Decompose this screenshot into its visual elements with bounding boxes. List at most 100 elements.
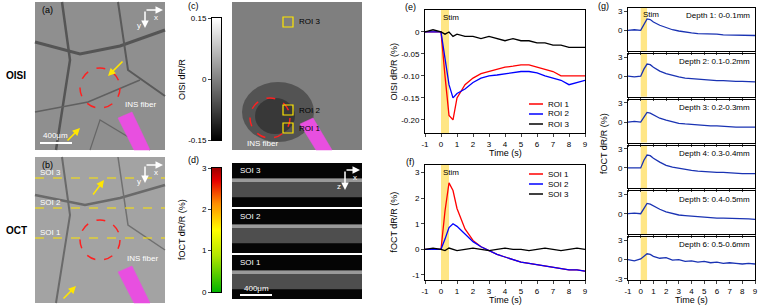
svg-text:Depth 4: 0.3-0.4mm: Depth 4: 0.3-0.4mm <box>679 149 750 158</box>
svg-text:3: 3 <box>202 164 207 173</box>
svg-text:5: 5 <box>519 287 524 296</box>
svg-text:x: x <box>154 13 158 22</box>
svg-text:SOI 1: SOI 1 <box>40 228 61 237</box>
svg-text:Time (s): Time (s) <box>489 148 522 158</box>
svg-text:0: 0 <box>618 255 623 264</box>
svg-text:0: 0 <box>439 140 444 149</box>
svg-text:1: 1 <box>651 287 656 296</box>
svg-text:1: 1 <box>455 287 460 296</box>
svg-text:fOCT dR/R (%): fOCT dR/R (%) <box>599 113 609 174</box>
svg-text:0: 0 <box>618 118 623 127</box>
svg-text:INS fiber: INS fiber <box>247 139 278 148</box>
svg-text:ROI 2: ROI 2 <box>299 106 320 115</box>
svg-text:y: y <box>137 177 141 186</box>
svg-text:0: 0 <box>415 28 420 37</box>
svg-text:Depth 2: 0.1-0.2mm: Depth 2: 0.1-0.2mm <box>679 57 750 66</box>
svg-text:6: 6 <box>715 287 720 296</box>
svg-text:SOI 2: SOI 2 <box>240 212 261 221</box>
svg-text:9: 9 <box>583 140 588 149</box>
svg-text:(g): (g) <box>598 1 609 11</box>
svg-text:7: 7 <box>551 287 556 296</box>
svg-text:8: 8 <box>740 287 745 296</box>
svg-text:3: 3 <box>618 7 623 16</box>
svg-text:Stim: Stim <box>443 13 459 22</box>
svg-text:SOI 3: SOI 3 <box>240 166 261 175</box>
svg-text:(f): (f) <box>406 157 415 167</box>
svg-text:x: x <box>353 173 357 182</box>
svg-text:SOI 3: SOI 3 <box>40 168 61 177</box>
svg-text:Depth 1: 0-0.1mm: Depth 1: 0-0.1mm <box>686 11 750 20</box>
svg-text:0: 0 <box>618 72 623 81</box>
svg-text:ROI 1: ROI 1 <box>299 124 320 133</box>
svg-text:9: 9 <box>583 287 588 296</box>
svg-text:OISI: OISI <box>6 70 26 81</box>
svg-text:0.15: 0.15 <box>191 14 207 23</box>
svg-text:3: 3 <box>487 287 492 296</box>
svg-text:6: 6 <box>535 140 540 149</box>
svg-text:-1: -1 <box>412 271 420 280</box>
svg-text:7: 7 <box>727 287 732 296</box>
svg-text:Time (s): Time (s) <box>489 295 522 305</box>
svg-text:4: 4 <box>689 287 694 296</box>
svg-text:400μm: 400μm <box>43 131 68 140</box>
svg-text:OISI dR/R: OISI dR/R <box>177 58 187 100</box>
svg-text:8: 8 <box>567 140 572 149</box>
svg-text:(b): (b) <box>42 160 53 170</box>
svg-text:SOI 2: SOI 2 <box>40 198 61 207</box>
svg-text:x: x <box>154 168 158 177</box>
svg-text:2: 2 <box>415 194 420 203</box>
svg-text:3: 3 <box>618 190 623 199</box>
svg-text:Time (s): Time (s) <box>675 295 708 305</box>
svg-text:2: 2 <box>471 287 476 296</box>
svg-text:8: 8 <box>567 287 572 296</box>
svg-text:Stim: Stim <box>643 10 659 19</box>
svg-text:INS fiber: INS fiber <box>127 254 158 263</box>
svg-text:-1: -1 <box>624 287 632 296</box>
svg-text:INS fiber: INS fiber <box>125 100 156 109</box>
svg-text:SOI 2: SOI 2 <box>548 180 569 189</box>
svg-text:0: 0 <box>202 288 207 297</box>
svg-text:(c): (c) <box>188 1 199 11</box>
svg-text:fOCT dR/R (%): fOCT dR/R (%) <box>177 199 187 260</box>
svg-text:Stim: Stim <box>443 168 459 177</box>
svg-text:5: 5 <box>519 140 524 149</box>
svg-text:3: 3 <box>618 53 623 62</box>
svg-text:3: 3 <box>618 145 623 154</box>
svg-text:SOI 1: SOI 1 <box>240 258 261 267</box>
svg-text:2: 2 <box>664 287 669 296</box>
svg-text:1: 1 <box>455 140 460 149</box>
svg-text:-1: -1 <box>421 140 429 149</box>
svg-text:-0.15: -0.15 <box>188 136 207 145</box>
svg-text:3: 3 <box>618 236 623 245</box>
svg-text:-0.05: -0.05 <box>401 50 420 59</box>
svg-text:-0.10: -0.10 <box>401 72 420 81</box>
svg-text:3: 3 <box>618 99 623 108</box>
svg-text:Depth 5: 0.4-0.5mm: Depth 5: 0.4-0.5mm <box>679 195 750 204</box>
svg-text:1: 1 <box>202 246 207 255</box>
svg-text:ROI 2: ROI 2 <box>548 109 569 118</box>
svg-text:(d): (d) <box>188 155 199 165</box>
svg-text:(a): (a) <box>42 5 53 15</box>
svg-text:-3: -3 <box>615 275 623 284</box>
svg-text:0: 0 <box>618 164 623 173</box>
svg-text:7: 7 <box>551 140 556 149</box>
svg-text:0: 0 <box>439 287 444 296</box>
svg-text:ROI 1: ROI 1 <box>548 100 569 109</box>
svg-text:2: 2 <box>202 205 207 214</box>
svg-text:ROI 3: ROI 3 <box>299 17 320 26</box>
svg-text:0: 0 <box>618 210 623 219</box>
svg-text:6: 6 <box>535 287 540 296</box>
svg-text:z: z <box>337 182 341 191</box>
svg-text:(e): (e) <box>405 2 416 12</box>
svg-text:ROI 3: ROI 3 <box>548 120 569 129</box>
svg-text:3: 3 <box>415 168 420 177</box>
svg-text:0: 0 <box>415 245 420 254</box>
svg-text:0: 0 <box>202 75 207 84</box>
svg-text:OISI dR/R (%): OISI dR/R (%) <box>389 43 399 101</box>
svg-text:SOI 1: SOI 1 <box>548 170 569 179</box>
svg-text:2: 2 <box>471 140 476 149</box>
svg-text:Depth 3: 0.2-0.3mm: Depth 3: 0.2-0.3mm <box>679 103 750 112</box>
svg-text:9: 9 <box>753 287 758 296</box>
svg-text:y: y <box>137 21 141 30</box>
svg-text:0: 0 <box>638 287 643 296</box>
